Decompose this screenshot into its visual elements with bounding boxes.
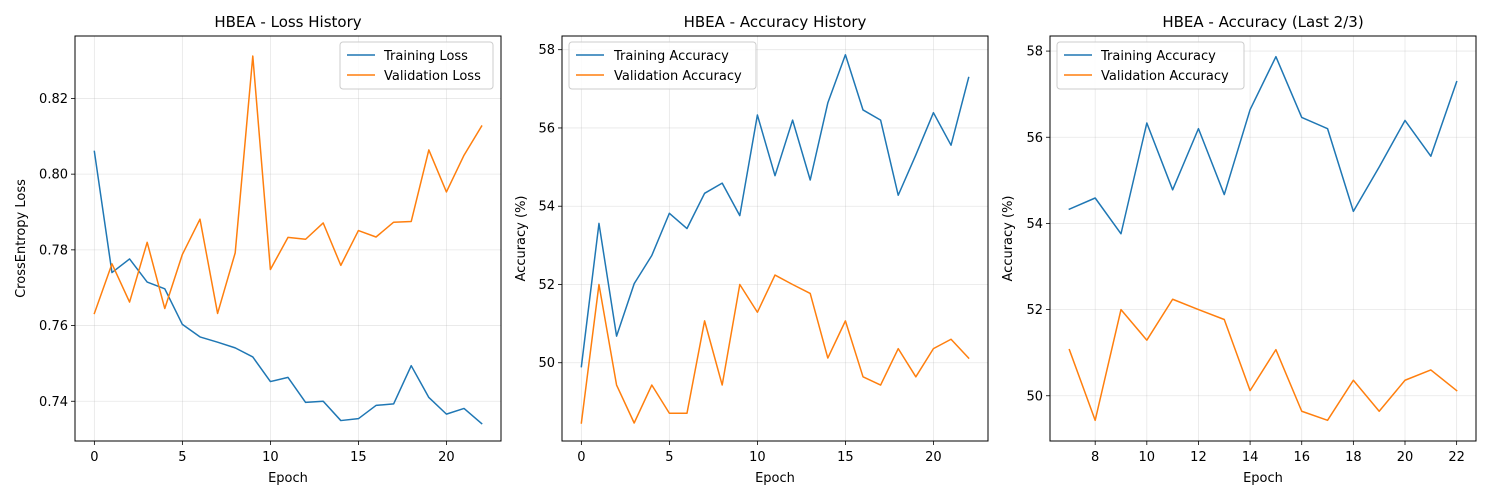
y-tick-label: 50 <box>1026 389 1043 404</box>
y-axis-label: Accuracy (%) <box>1001 196 1016 282</box>
y-tick-label: 52 <box>538 278 555 293</box>
y-tick-label: 58 <box>538 43 555 58</box>
legend: Training Loss Validation Loss <box>339 41 494 90</box>
x-tick-label: 20 <box>925 450 942 465</box>
x-tick-label: 12 <box>1190 450 1207 465</box>
x-tick-label: 22 <box>1448 450 1465 465</box>
x-axis-label: Epoch <box>1243 471 1283 486</box>
legend-label-validation-accuracy: Validation Accuracy <box>614 69 742 84</box>
accuracy-last-two-thirds-panel: 8 10 12 14 16 18 20 22 50 52 54 56 58 HBEA - Accurac… <box>1001 13 1477 486</box>
y-tick-label: 0.76 <box>39 319 68 334</box>
y-tick-label: 56 <box>1026 131 1043 146</box>
x-tick-label: 5 <box>178 450 186 465</box>
x-tick-label: 15 <box>350 450 367 465</box>
x-tick-label: 14 <box>1242 450 1259 465</box>
legend-box <box>1056 41 1245 90</box>
legend-label-training-loss: Training Loss <box>383 49 468 64</box>
series-line-training-accuracy <box>580 54 970 368</box>
x-tick-label: 20 <box>438 450 455 465</box>
legend-box <box>339 41 494 90</box>
series-line-training-accuracy <box>1068 55 1458 235</box>
chart-title: HBEA - Accuracy History <box>684 13 867 31</box>
tick-marks: 0 5 10 15 20 50 52 54 56 58 <box>538 43 941 465</box>
series-line-validation-accuracy <box>580 274 970 424</box>
tick-marks: 8 10 12 14 16 18 20 22 50 52 54 56 58 <box>1026 45 1464 465</box>
y-tick-label: 50 <box>538 356 555 371</box>
axes-frame <box>561 35 989 442</box>
series-lines <box>93 55 483 425</box>
series-lines <box>580 54 970 424</box>
y-tick-label: 56 <box>538 121 555 136</box>
chart-title: HBEA - Loss History <box>214 13 361 31</box>
x-tick-label: 10 <box>262 450 279 465</box>
y-tick-label: 0.78 <box>39 243 68 258</box>
y-tick-label: 54 <box>1026 217 1043 232</box>
x-tick-label: 20 <box>1397 450 1414 465</box>
y-tick-label: 0.80 <box>39 168 68 183</box>
y-tick-label: 58 <box>1026 45 1043 60</box>
y-tick-label: 0.74 <box>39 395 68 410</box>
x-tick-label: 8 <box>1091 450 1099 465</box>
chart-title: HBEA - Accuracy (Last 2/3) <box>1162 13 1363 31</box>
legend-label-training-accuracy: Training Accuracy <box>613 49 729 64</box>
x-tick-label: 18 <box>1345 450 1362 465</box>
x-tick-label: 0 <box>577 450 585 465</box>
grid-lines <box>562 36 988 441</box>
axes-frame <box>1049 35 1477 442</box>
y-tick-label: 0.82 <box>39 92 68 107</box>
x-tick-label: 0 <box>90 450 98 465</box>
legend-box <box>568 41 757 90</box>
y-axis-label: Accuracy (%) <box>514 196 529 282</box>
x-tick-label: 15 <box>837 450 854 465</box>
x-axis-label: Epoch <box>755 471 795 486</box>
legend-label-validation-loss: Validation Loss <box>384 69 481 84</box>
series-lines <box>1068 55 1458 422</box>
x-tick-label: 5 <box>665 450 673 465</box>
y-tick-label: 54 <box>538 200 555 215</box>
y-axis-label: CrossEntropy Loss <box>14 179 29 298</box>
legend-label-validation-accuracy: Validation Accuracy <box>1101 69 1229 84</box>
series-line-validation-loss <box>93 55 483 315</box>
legend: Training Accuracy Validation Accuracy <box>1056 41 1245 90</box>
grid-lines <box>1050 36 1476 441</box>
grid-lines <box>75 36 501 441</box>
axes-frame <box>74 35 502 442</box>
x-axis-label: Epoch <box>268 471 308 486</box>
legend-label-training-accuracy: Training Accuracy <box>1100 49 1216 64</box>
loss-history-panel: 0 5 10 15 20 0.74 0.76 0.78 0.80 0.82 HBEA - Loss… <box>14 13 502 486</box>
accuracy-history-panel: 0 5 10 15 20 50 52 54 56 58 HBEA - Accuracy Histo… <box>514 13 989 486</box>
x-tick-label: 10 <box>749 450 766 465</box>
y-tick-label: 52 <box>1026 303 1043 318</box>
x-tick-label: 10 <box>1139 450 1156 465</box>
legend: Training Accuracy Validation Accuracy <box>568 41 757 90</box>
tick-marks: 0 5 10 15 20 0.74 0.76 0.78 0.80 0.82 <box>39 92 455 465</box>
series-line-validation-accuracy <box>1068 298 1458 422</box>
x-tick-label: 16 <box>1293 450 1310 465</box>
